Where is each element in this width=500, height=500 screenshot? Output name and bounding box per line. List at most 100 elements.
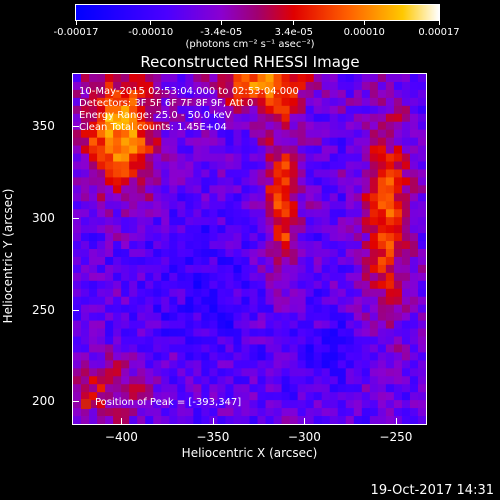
heatmap-cell bbox=[97, 161, 106, 171]
heatmap-cell bbox=[201, 328, 210, 338]
heatmap-cell bbox=[233, 193, 243, 202]
heatmap-cell bbox=[385, 217, 395, 226]
heatmap-cell bbox=[297, 408, 307, 417]
heatmap-cell bbox=[377, 360, 387, 369]
heatmap-cell bbox=[409, 209, 419, 218]
heatmap-cell bbox=[121, 288, 130, 298]
heatmap-cell bbox=[89, 264, 98, 274]
heatmap-cell bbox=[321, 336, 331, 346]
heatmap-cell bbox=[121, 185, 130, 194]
heatmap-cell bbox=[209, 272, 219, 282]
heatmap-cell bbox=[409, 360, 419, 369]
heatmap-cell bbox=[129, 408, 138, 417]
heatmap-cell bbox=[73, 408, 82, 417]
heatmap-cell bbox=[225, 400, 235, 409]
heatmap-cell bbox=[377, 312, 387, 322]
heatmap-cell bbox=[393, 352, 403, 361]
heatmap-cell bbox=[177, 153, 186, 163]
heatmap-cell bbox=[225, 169, 235, 178]
heatmap-cell bbox=[121, 201, 130, 210]
heatmap-cell bbox=[129, 129, 138, 139]
heatmap-cell bbox=[393, 145, 403, 155]
heatmap-cell bbox=[321, 145, 331, 155]
heatmap-cell bbox=[249, 201, 259, 210]
heatmap-cell bbox=[169, 97, 178, 107]
heatmap-cell bbox=[97, 81, 106, 91]
heatmap-cell bbox=[153, 74, 162, 83]
heatmap-cell bbox=[393, 153, 403, 163]
heatmap-cell bbox=[185, 153, 194, 163]
heatmap-cell bbox=[121, 280, 130, 290]
heatmap-cell bbox=[273, 177, 283, 186]
heatmap-cell bbox=[289, 137, 299, 147]
heatmap-cell bbox=[401, 169, 411, 178]
heatmap-cell bbox=[377, 129, 387, 139]
heatmap-cell bbox=[289, 209, 299, 218]
heatmap-cell bbox=[321, 312, 331, 322]
heatmap-cell bbox=[209, 304, 219, 314]
heatmap-cell bbox=[233, 137, 243, 147]
heatmap-cell bbox=[257, 185, 267, 194]
heatmap-cell bbox=[137, 344, 146, 353]
heatmap-cell bbox=[145, 153, 154, 163]
heatmap-cell bbox=[113, 304, 122, 314]
heatmap-cell bbox=[401, 272, 411, 282]
heatmap-cell bbox=[393, 225, 403, 234]
heatmap-cell bbox=[417, 296, 426, 306]
heatmap-cell bbox=[233, 217, 243, 226]
heatmap-cell bbox=[233, 121, 243, 131]
heatmap-cell bbox=[393, 177, 403, 186]
heatmap-cell bbox=[129, 177, 138, 186]
heatmap-cell bbox=[201, 153, 210, 163]
heatmap-cell bbox=[289, 193, 299, 202]
heatmap-cell bbox=[377, 296, 387, 306]
heatmap-cell bbox=[289, 296, 299, 306]
heatmap-cell bbox=[177, 328, 186, 338]
heatmap-cell bbox=[281, 312, 291, 322]
heatmap-cell bbox=[273, 312, 283, 322]
heatmap-cell bbox=[313, 185, 323, 194]
heatmap bbox=[73, 74, 426, 424]
heatmap-cell bbox=[321, 360, 331, 369]
heatmap-cell bbox=[361, 384, 371, 393]
heatmap-cell bbox=[345, 217, 355, 226]
heatmap-cell bbox=[281, 201, 291, 210]
heatmap-cell bbox=[265, 384, 275, 393]
heatmap-cell bbox=[369, 320, 379, 330]
heatmap-cell bbox=[289, 304, 299, 314]
heatmap-cell bbox=[121, 153, 130, 163]
heatmap-cell bbox=[329, 225, 339, 234]
heatmap-cell bbox=[329, 360, 339, 369]
heatmap-cell bbox=[97, 193, 106, 202]
heatmap-cell bbox=[281, 97, 291, 107]
heatmap-cell bbox=[209, 376, 219, 385]
heatmap-cell bbox=[121, 74, 130, 83]
heatmap-cell bbox=[353, 217, 363, 226]
heatmap-cell bbox=[209, 89, 219, 99]
heatmap-cell bbox=[337, 161, 347, 171]
heatmap-cell bbox=[153, 233, 162, 242]
heatmap-cell bbox=[225, 264, 235, 274]
heatmap-cell bbox=[217, 145, 227, 155]
heatmap-cell bbox=[89, 74, 98, 83]
heatmap-cell bbox=[385, 336, 395, 346]
heatmap-cell bbox=[377, 233, 387, 242]
heatmap-cell bbox=[281, 209, 291, 218]
heatmap-cell bbox=[345, 376, 355, 385]
heatmap-cell bbox=[257, 217, 267, 226]
heatmap-cell bbox=[113, 352, 122, 361]
heatmap-cell bbox=[177, 209, 186, 218]
heatmap-cell bbox=[217, 296, 227, 306]
heatmap-cell bbox=[385, 233, 395, 242]
heatmap-cell bbox=[97, 89, 106, 99]
heatmap-cell bbox=[97, 145, 106, 155]
heatmap-cell bbox=[73, 296, 82, 306]
heatmap-cell bbox=[121, 344, 130, 353]
heatmap-cell bbox=[305, 233, 315, 242]
heatmap-cell bbox=[97, 74, 106, 83]
heatmap-cell bbox=[417, 233, 426, 242]
heatmap-cell bbox=[153, 296, 162, 306]
heatmap-cell bbox=[417, 105, 426, 115]
heatmap-cell bbox=[297, 376, 307, 385]
colorbar-tick-label: 0.00017 bbox=[418, 27, 460, 38]
